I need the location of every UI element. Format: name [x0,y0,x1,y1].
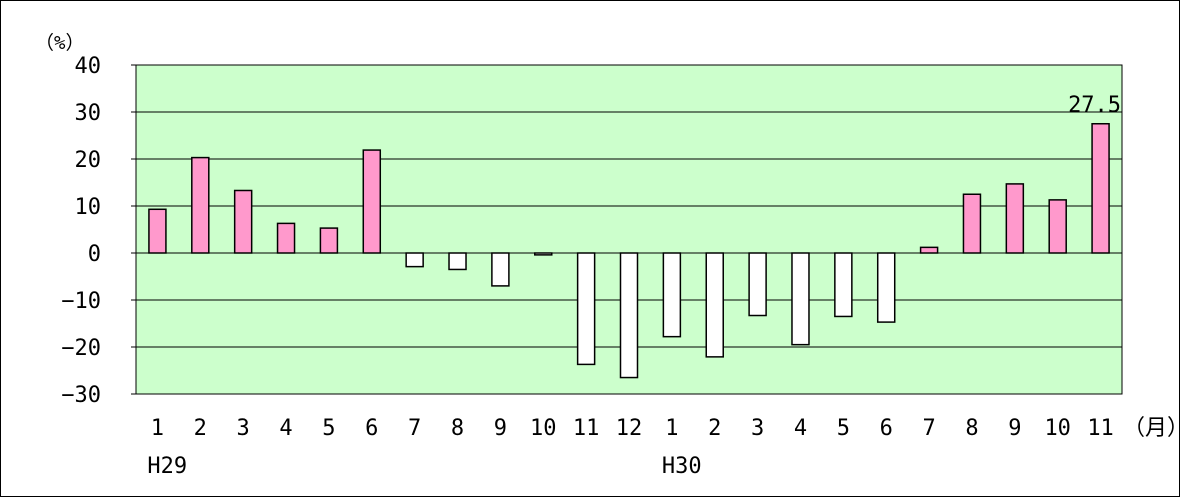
bar [619,252,639,379]
x-tick-label: 8 [451,416,464,441]
bar [233,189,253,254]
data-labels: 27.5 [1068,93,1121,118]
x-tick-label: 4 [279,416,292,441]
bar [1005,183,1025,254]
y-tick-label: 20 [75,148,102,173]
x-tick-label: 9 [1008,416,1021,441]
bars [148,123,1110,379]
x-tick-label: 5 [837,416,850,441]
x-tick-label: 12 [616,416,643,441]
y-tick-label: −30 [61,383,101,408]
y-axis-unit-label: （%） [35,32,84,54]
bar [405,252,424,268]
bar [705,252,724,358]
bar [148,208,167,254]
data-label: 27.5 [1068,93,1121,118]
y-tick-label: 30 [75,101,102,126]
bar [876,252,896,323]
bar [576,252,596,366]
bar [748,252,767,317]
bar [1091,123,1110,254]
bar [448,252,467,271]
x-tick-label: 1 [665,416,678,441]
x-tick-label: 8 [965,416,978,441]
y-tick-label: 10 [75,195,102,220]
x-tick-label: 11 [573,416,600,441]
bar [276,222,296,254]
bar [319,227,339,254]
x-tick-label: 1 [151,416,164,441]
bar [834,252,853,318]
bar [491,252,510,287]
x-tick-label: 2 [194,416,207,441]
x-tick-label: 10 [1044,416,1071,441]
x-axis-unit-label: （月） [1123,416,1180,441]
x-tick-label: 4 [794,416,807,441]
x-tick-label: 7 [408,416,421,441]
x-tick-label: 11 [1087,416,1114,441]
x-tick-label: 7 [922,416,935,441]
x-tick-label: 2 [708,416,721,441]
y-tick-label: 40 [75,54,102,79]
x-tick-label: 6 [365,416,378,441]
plot-border [135,64,1123,395]
bar [962,193,982,254]
bar [919,246,939,254]
bar [791,252,810,346]
bar [1048,199,1067,254]
y-tick-label: −10 [61,289,101,314]
x-tick-label: 3 [237,416,250,441]
x-year-label: H30 [662,454,702,479]
bar [662,252,682,338]
y-tick-label: −20 [61,336,101,361]
x-tick-label: 3 [751,416,764,441]
x-tick-label: 6 [880,416,893,441]
y-tick-label: 0 [88,242,101,267]
bar [362,149,382,254]
x-tick-label: 10 [530,416,557,441]
x-tick-label: 5 [322,416,335,441]
y-axis-ticks: 40 30 20 10 0 −10 −20 −30 [61,54,136,408]
x-tick-label: 9 [494,416,507,441]
bar [191,156,210,254]
x-year-label: H29 [147,454,187,479]
